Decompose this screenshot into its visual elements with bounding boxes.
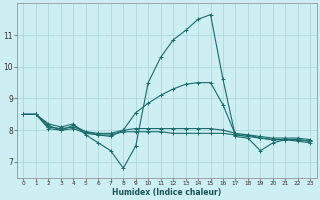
X-axis label: Humidex (Indice chaleur): Humidex (Indice chaleur) <box>112 188 221 197</box>
